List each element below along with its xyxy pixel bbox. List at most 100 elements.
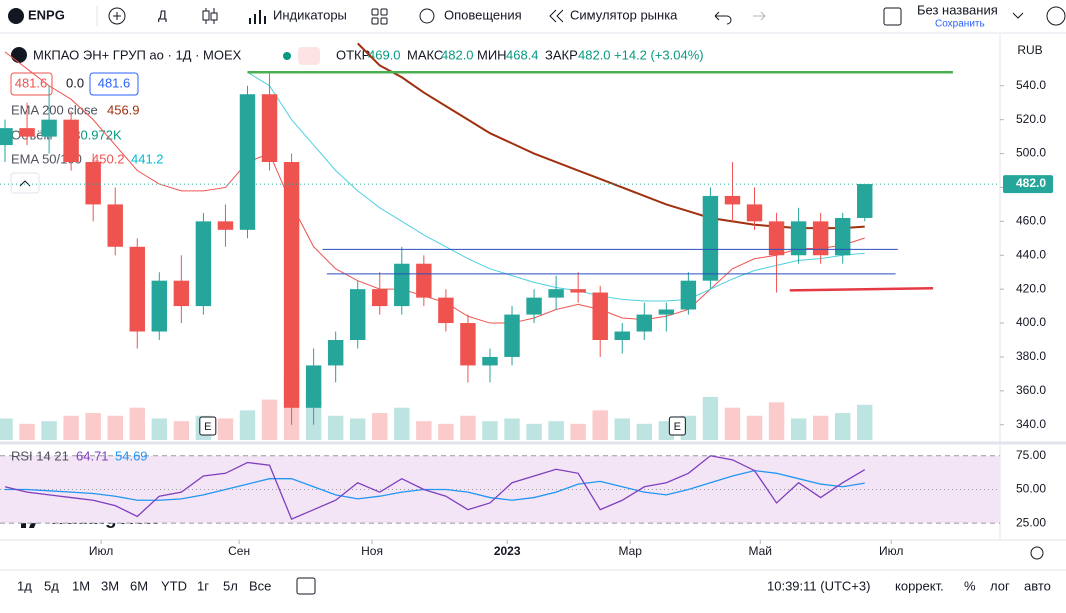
range-button[interactable]: YTD bbox=[161, 578, 187, 593]
close: 482.0 bbox=[578, 47, 611, 62]
settings-icon[interactable] bbox=[1030, 546, 1044, 560]
candle-body bbox=[834, 217, 851, 256]
volume-value: 130.972K bbox=[66, 127, 122, 142]
alert-icon[interactable] bbox=[419, 8, 435, 24]
candle-body bbox=[283, 162, 300, 408]
x-tick-label: Ноя bbox=[361, 544, 383, 558]
event-marker[interactable] bbox=[199, 416, 217, 436]
candle-body bbox=[812, 221, 829, 256]
candle-body bbox=[416, 263, 432, 298]
volume-bar bbox=[173, 421, 190, 440]
layout-name[interactable]: Без названия bbox=[917, 2, 998, 17]
menu-icon[interactable] bbox=[1046, 6, 1066, 26]
volume-bar bbox=[19, 423, 35, 440]
currency[interactable]: RUB bbox=[1017, 43, 1042, 57]
toolbar: ENPG Д Индикаторы Оповещения Симулятор р… bbox=[0, 2, 1066, 34]
chevron[interactable] bbox=[1012, 12, 1024, 19]
volume-bar bbox=[438, 423, 454, 440]
symbol[interactable]: ENPG bbox=[28, 7, 65, 22]
indicators-icon[interactable] bbox=[249, 10, 266, 24]
candle-body bbox=[305, 365, 322, 408]
checkbox[interactable] bbox=[883, 7, 902, 26]
layouts-icon[interactable] bbox=[371, 8, 388, 25]
save-button[interactable]: Сохранить bbox=[935, 19, 985, 30]
rsi-value: 64.71 bbox=[76, 448, 109, 463]
y-tick-label: 25.00 bbox=[1016, 515, 1046, 529]
candle-body bbox=[239, 94, 256, 230]
collapse-button[interactable] bbox=[10, 172, 40, 194]
event-marker[interactable] bbox=[668, 416, 686, 436]
volume-bar bbox=[746, 415, 763, 440]
open-label: ОТКР bbox=[336, 47, 370, 62]
adjust-button[interactable]: коррект. bbox=[895, 578, 944, 593]
x-tick-label: Июл bbox=[89, 544, 113, 558]
y-tick-label: 380.0 bbox=[1016, 349, 1046, 363]
x-tick-label: Май bbox=[748, 544, 772, 558]
sell-box[interactable] bbox=[10, 72, 53, 96]
symbol-icon bbox=[8, 8, 24, 24]
volume-bar bbox=[349, 418, 366, 440]
range-button[interactable]: 5д bbox=[44, 578, 59, 593]
candle-body bbox=[857, 184, 873, 218]
auto-button[interactable]: авто bbox=[1024, 578, 1051, 593]
candle-body bbox=[151, 280, 168, 332]
alerts-button[interactable]: Оповещения bbox=[444, 7, 522, 22]
bid[interactable]: 481.6 bbox=[15, 75, 48, 90]
volume-bar bbox=[41, 421, 57, 440]
range-button[interactable]: 1М bbox=[72, 578, 90, 593]
y-tick-label: 520.0 bbox=[1016, 112, 1046, 126]
candle-body bbox=[394, 263, 410, 307]
undo[interactable] bbox=[714, 11, 732, 25]
volume-bar bbox=[372, 413, 388, 440]
y-tick-label: 540.0 bbox=[1016, 78, 1046, 92]
volume-bar bbox=[614, 418, 630, 440]
add-symbol[interactable] bbox=[108, 7, 126, 25]
range-button[interactable]: 1г bbox=[197, 578, 209, 593]
calendar-icon[interactable] bbox=[296, 577, 316, 595]
candle-body bbox=[0, 128, 13, 146]
candle-body bbox=[724, 195, 741, 205]
range-button[interactable]: 5л bbox=[223, 578, 238, 593]
change: +14.2 (+3.04%) bbox=[614, 47, 704, 62]
range-button[interactable]: Все bbox=[249, 578, 271, 593]
candle-body bbox=[614, 331, 630, 340]
candle-body bbox=[658, 309, 675, 315]
volume-bar bbox=[636, 423, 653, 440]
y-tick-label: 340.0 bbox=[1016, 417, 1046, 431]
candle-body bbox=[570, 289, 586, 293]
indicators-button[interactable]: Индикаторы bbox=[273, 7, 347, 22]
candle-body bbox=[217, 221, 234, 230]
candle-body bbox=[63, 119, 79, 163]
rsi-ma-value: 54.69 bbox=[115, 448, 148, 463]
ask[interactable]: 481.6 bbox=[98, 75, 131, 90]
volume-bar bbox=[151, 418, 168, 440]
candle-body bbox=[504, 314, 520, 357]
candle-body bbox=[592, 292, 608, 340]
replay-icon[interactable] bbox=[549, 9, 564, 23]
y-tick-label: 360.0 bbox=[1016, 383, 1046, 397]
pane bbox=[4, 455, 866, 520]
y-tick-label: 440.0 bbox=[1016, 247, 1046, 261]
volume-bar bbox=[482, 421, 498, 440]
rsi-line bbox=[4, 455, 866, 520]
replay-button[interactable]: Симулятор рынка bbox=[570, 7, 678, 22]
clock: 10:39:11 (UTC+3) bbox=[767, 578, 870, 593]
interval[interactable]: Д bbox=[158, 7, 167, 22]
redo[interactable] bbox=[753, 11, 766, 21]
event-label: E bbox=[204, 421, 211, 433]
y-tick-label: 420.0 bbox=[1016, 281, 1046, 295]
range-button[interactable]: 6М bbox=[130, 578, 148, 593]
low: 468.4 bbox=[506, 47, 539, 62]
range-button[interactable]: 1д bbox=[17, 578, 32, 593]
open: 469.0 bbox=[368, 47, 401, 62]
log-button[interactable]: лог bbox=[990, 578, 1010, 593]
percent-button[interactable]: % bbox=[964, 578, 976, 593]
range-button[interactable]: 3М bbox=[101, 578, 119, 593]
candle-body bbox=[702, 195, 719, 281]
x-tick-label: Мар bbox=[618, 544, 642, 558]
volume-bar bbox=[394, 407, 410, 440]
y-tick-label: 50.00 bbox=[1016, 482, 1046, 496]
instrument-title: МКПАО ЭН+ ГРУП ао · 1Д · MOEX bbox=[33, 47, 242, 62]
buy-box[interactable] bbox=[89, 72, 139, 96]
ema-line bbox=[4, 51, 865, 324]
